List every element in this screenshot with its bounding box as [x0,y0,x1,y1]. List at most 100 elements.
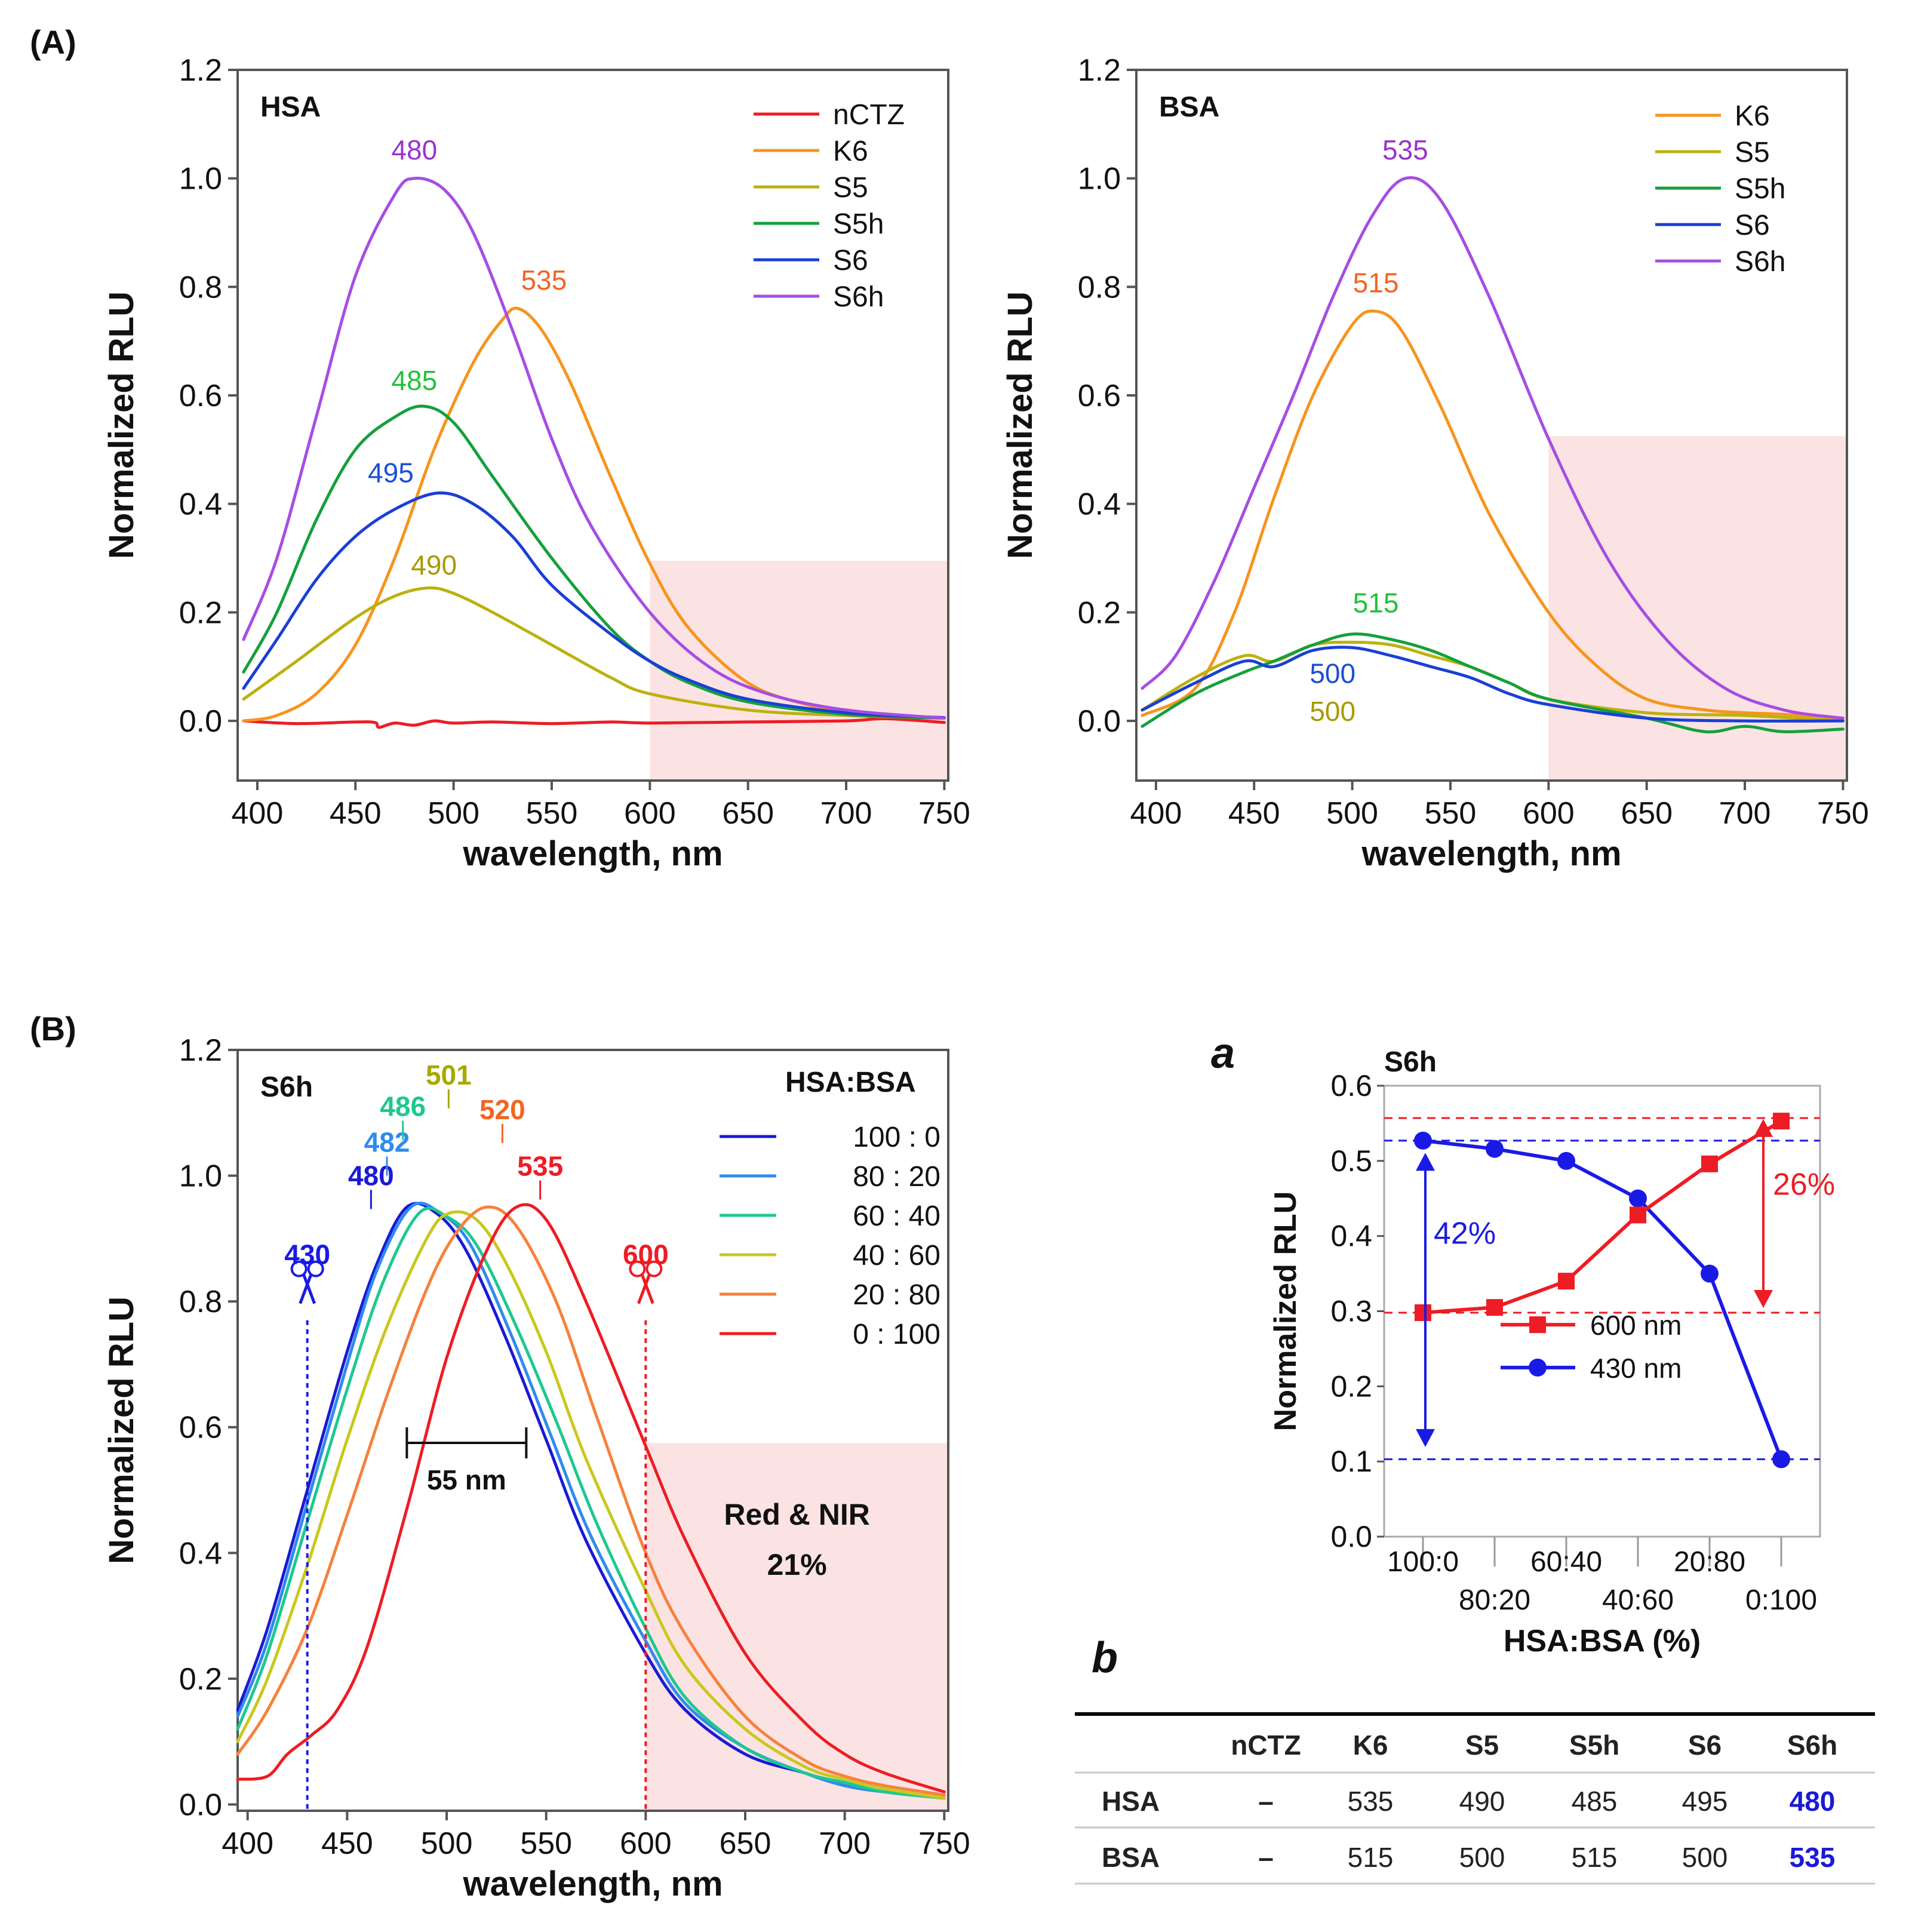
change-label-blue: 42% [1434,1216,1496,1251]
legend-label: 40 : 60 [853,1240,940,1271]
legend-label: 60 : 40 [853,1200,940,1232]
red-nir-region [1548,436,1847,781]
x-tick-label: 700 [819,1826,871,1861]
series-line-S6h [1141,176,1845,720]
x-tick-label: 450 [1228,796,1280,831]
data-point [1557,1151,1575,1170]
scissors-handle [307,1260,324,1277]
y-tick-label: 0.2 [179,1662,222,1697]
y-axis-label: Normalized RLU [102,1297,141,1564]
scissors-blade [637,1274,651,1304]
data-point [1486,1299,1503,1316]
x-tick-label: 550 [526,796,578,831]
plot-title: BSA [1159,91,1219,123]
plot-frame [236,69,949,782]
change-label-red: 26% [1773,1167,1835,1202]
legend-label: S5 [1735,137,1770,168]
chart-bsa-spectra: 0.0 0.2 0.4 0.6 0.8 1.0 1.2 400 450 500 550 600 650 7… [1001,53,1869,873]
table-cell: – [1258,1786,1274,1817]
y-tick-label: 0.6 [1078,379,1121,413]
y-tick-label: 0.3 [1330,1295,1372,1328]
table-header-s6h: S6h [1787,1730,1837,1761]
x-tick-label: 650 [722,796,774,831]
x-axis-label: wavelength, nm [462,1865,723,1903]
x-tick-label: 500 [421,1826,473,1861]
peak-label: 535 [521,265,567,296]
series-line-nCTZ [242,717,946,729]
y-tick-label: 0.0 [1330,1520,1372,1553]
x-tick-label: 100:0 [1387,1546,1459,1578]
series-line-430nm [1422,1138,1783,1460]
table-cell: 490 [1459,1786,1505,1817]
legend-label: 80 : 20 [853,1161,940,1193]
table-cell: 500 [1459,1842,1505,1873]
peak-wavelength-table: nCTZ K6 S5 S5h S6 S6h HSA – 535 490 485 … [1075,1712,1875,1885]
table-row-bsa-label: BSA [1102,1842,1160,1873]
shift-label: 55 nm [427,1464,506,1495]
plot-frame [236,1049,949,1812]
legend-label: S5 [833,172,868,204]
legend-label: 20 : 80 [853,1279,940,1311]
scissors-blade [302,1274,316,1304]
series-line-1000 [236,1202,946,1800]
y-tick-label: 0.6 [179,379,222,413]
scissors-handle [629,1260,646,1277]
series-line-S5h [1141,632,1845,733]
x-tick-label: 700 [820,796,872,831]
y-tick-label: 1.2 [179,53,222,88]
chart-ratio-rlu: 0.0 0.1 0.2 0.3 0.4 0.5 0.6 100:080:2060:4040:6… [1268,1046,1835,1658]
y-tick-label: 0.8 [179,270,222,305]
legend-label: 430 nm [1590,1353,1682,1384]
y-tick-label: 0.2 [179,595,222,630]
legend-label: S6h [833,281,884,313]
x-tick-label: 600 [620,1826,672,1861]
plot-title: S6h [260,1071,313,1103]
x-tick-label: 500 [428,796,479,831]
table-cell-highlight: 535 [1790,1842,1836,1873]
x-tick-label: 60:40 [1530,1546,1602,1578]
peak-label: 515 [1353,267,1399,298]
x-tick-label: 400 [231,796,283,831]
x-tick-label: 450 [321,1826,373,1861]
red-nir-region [650,561,948,781]
table-header-s6: S6 [1688,1730,1722,1761]
x-tick-label: 20:80 [1674,1546,1745,1578]
x-tick-label: 0:100 [1745,1584,1817,1616]
x-tick-label: 400 [222,1826,273,1861]
table-cell: 495 [1682,1786,1728,1817]
y-tick-label: 0.6 [179,1411,222,1445]
y-tick-label: 0.2 [1330,1369,1372,1403]
x-tick-label: 450 [330,796,382,831]
legend-label: S6h [1735,246,1785,278]
data-point [1629,1189,1647,1208]
y-tick-label: 0.4 [179,1536,222,1571]
plot-title: HSA [260,91,321,123]
series-line-S6 [242,491,946,720]
peak-label: 500 [1309,696,1355,727]
chart-hsa-bsa-ratio-spectra: 0.0 0.2 0.4 0.6 0.8 1.0 1.2 400 450 500 550 600 650 7… [102,1033,970,1903]
data-point [1414,1131,1432,1150]
y-tick-label: 1.0 [179,1159,222,1194]
x-tick-label: 550 [520,1826,572,1861]
subpanel-label-a: a [1211,1030,1235,1077]
y-axis-label: Normalized RLU [102,291,141,559]
legend-label: S6 [833,245,868,277]
table-cell: 485 [1572,1786,1618,1817]
legend-label: 600 nm [1590,1310,1682,1341]
series-line-4060 [236,1210,946,1800]
peak-label: 495 [368,457,414,488]
x-tick-label: 750 [1817,796,1869,831]
peak-label: 520 [479,1094,525,1125]
arrowhead [1754,1119,1773,1137]
legend-label: S6 [1735,210,1770,241]
peak-label: 535 [1382,134,1428,165]
y-tick-label: 0.0 [1078,704,1121,739]
x-tick-label: 650 [1621,796,1673,831]
red-nir-label: Red & NIR [724,1498,869,1531]
y-axis-label: Normalized RLU [1001,291,1040,559]
y-tick-label: 0.4 [179,487,222,522]
y-tick-label: 0.5 [1330,1144,1372,1178]
y-tick-label: 1.0 [1078,162,1121,196]
legend-marker [1529,1358,1547,1377]
x-tick-label: 750 [918,1826,970,1861]
